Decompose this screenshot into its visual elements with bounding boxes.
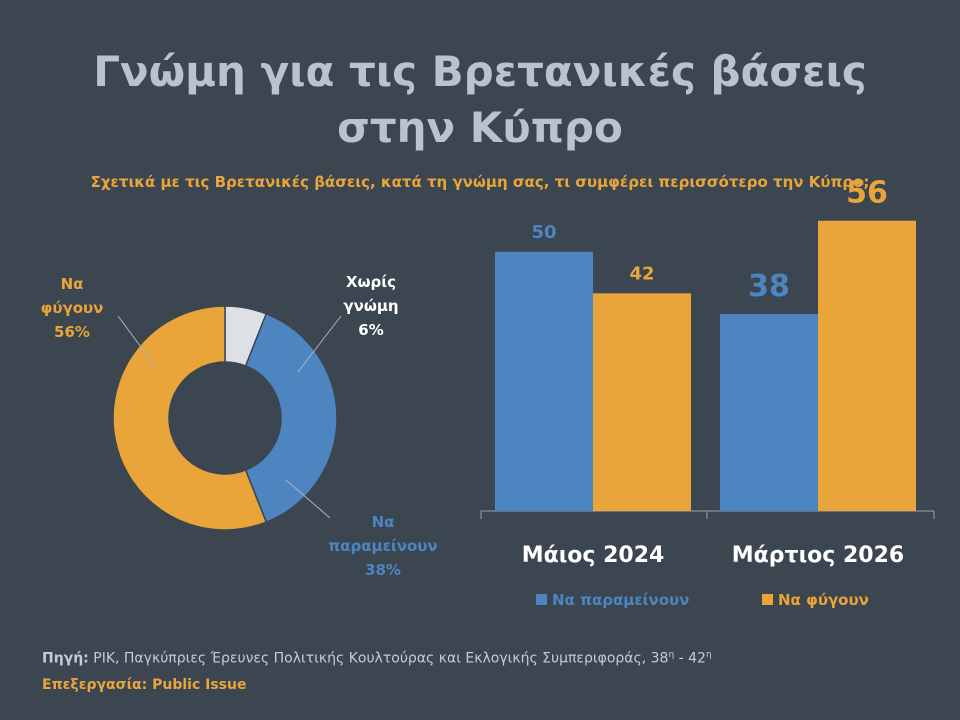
donut-leader-line-1 [285, 479, 331, 519]
donut-label-1-line-2: 38% [365, 561, 401, 579]
bar-value-label-0-0: 50 [531, 222, 556, 243]
donut-slice-2 [112, 305, 268, 531]
processing-text: Public Issue [152, 677, 247, 693]
source-mid: - 42 [674, 650, 706, 667]
donut-slice-1 [244, 312, 338, 524]
bar-value-label-0-1: 42 [629, 263, 654, 284]
donut-label-1-line-1: παραμείνουν [328, 537, 437, 555]
survey-question: Σχετικά με τις Βρετανικές βάσεις, κατά τ… [90, 173, 870, 191]
donut-label-2: Να φύγουν 56% [41, 275, 104, 341]
bar-0-1 [593, 293, 691, 511]
source-label: Πηγή: [42, 650, 89, 667]
bar-0-0 [495, 251, 593, 512]
legend-label-0: Να παραμείνουν [552, 591, 689, 609]
donut-leader-line-2 [117, 315, 156, 367]
bar-value-label-1-0: 38 [748, 269, 790, 304]
source-text: ΡΙΚ, Παγκύπριες Έρευνες Πολιτικής Κουλτο… [93, 650, 669, 667]
bar-1-0 [720, 314, 818, 511]
bar-value-label-1-1: 56 [846, 176, 888, 211]
source-sup-2: η [705, 650, 712, 660]
processing-note: Επεξεργασία: Public Issue [42, 677, 246, 693]
donut-label-2-line-2: 56% [54, 323, 90, 341]
bar-1-1 [818, 220, 916, 511]
x-tick-label-1: Μάρτιος 2026 [732, 543, 904, 568]
page-title: Γνώμη για τις Βρετανικές βάσεις στην Κύπ… [0, 44, 960, 156]
donut-label-1-line-0: Να [372, 513, 395, 531]
title-line-2: στην Κύπρο [337, 103, 623, 152]
donut-label-0: Χωρίς γνώμη 6% [343, 273, 398, 339]
donut-label-2-line-0: Να [61, 275, 84, 293]
source-note: Πηγή: ΡΙΚ, Παγκύπριες Έρευνες Πολιτικής … [42, 650, 712, 667]
title-line-1: Γνώμη για τις Βρετανικές βάσεις [93, 47, 867, 96]
donut-label-2-line-1: φύγουν [41, 299, 104, 317]
x-tick-label-0: Μάιος 2024 [522, 543, 665, 568]
legend-swatch-0 [536, 594, 547, 605]
donut-leader-line-0 [297, 315, 342, 373]
legend-label-1: Να φύγουν [778, 591, 869, 609]
donut-label-1: Να παραμείνουν 38% [328, 513, 437, 579]
processing-label: Επεξεργασία: [42, 677, 148, 693]
legend-swatch-1 [762, 594, 773, 605]
donut-label-0-line-0: Χωρίς [346, 273, 396, 291]
donut-label-0-line-1: γνώμη [343, 297, 398, 315]
donut-label-0-line-2: 6% [358, 321, 383, 339]
source-sup-1: η [668, 650, 675, 660]
